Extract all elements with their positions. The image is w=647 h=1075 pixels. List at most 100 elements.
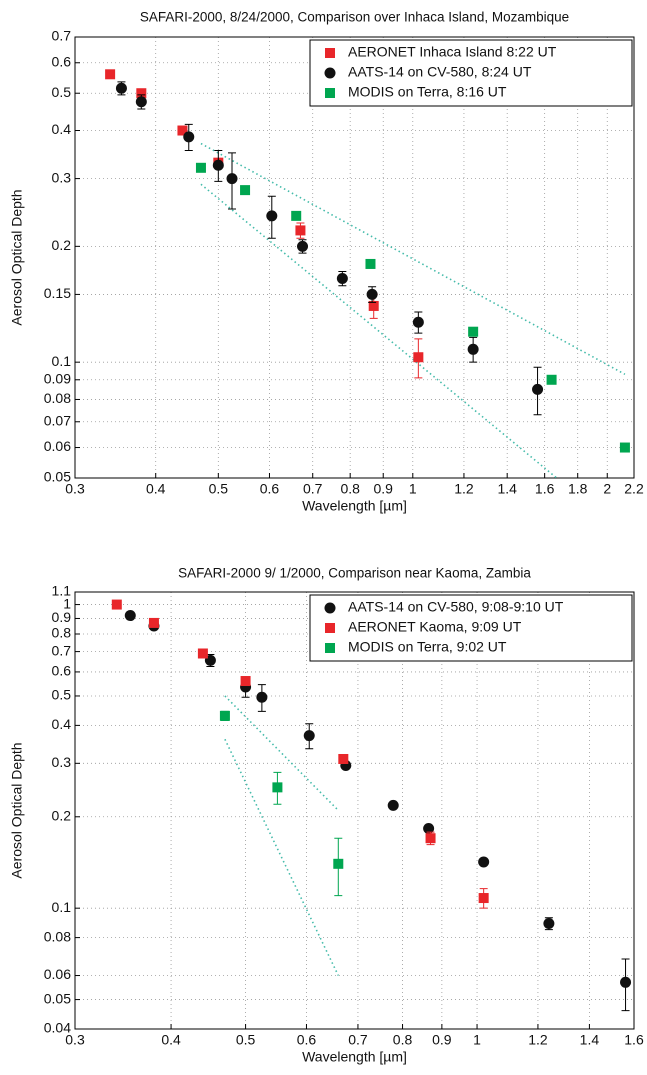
legend-marker <box>325 623 335 633</box>
marker <box>111 599 122 610</box>
y-axis-label: Aerosol Optical Depth <box>9 189 25 325</box>
x-tick-label: 1 <box>409 481 417 497</box>
x-tick-label: 1.4 <box>497 481 517 497</box>
x-axis-label: Wavelength [µm] <box>302 498 407 514</box>
y-tick-label: 1 <box>63 595 71 611</box>
y-tick-label: 0.2 <box>52 237 72 253</box>
marker <box>425 833 436 844</box>
plot-frame <box>74 591 635 1030</box>
marker <box>467 343 479 355</box>
marker <box>620 976 632 988</box>
marker <box>135 96 147 108</box>
legend-label: AATS-14 on CV-580, 8:24 UT <box>348 64 532 80</box>
marker <box>226 173 238 185</box>
marker <box>546 374 557 385</box>
x-tick-label: 0.7 <box>348 1032 368 1048</box>
marker <box>295 225 306 236</box>
legend-box <box>309 594 633 662</box>
y-tick-label: 0.07 <box>44 412 71 428</box>
y-tick-label: 0.1 <box>52 353 72 369</box>
envelope-line <box>200 142 626 376</box>
x-tick-label: 1.6 <box>535 481 555 497</box>
plot-frame <box>74 36 635 479</box>
x-tick-label: 2 <box>603 481 611 497</box>
marker <box>478 893 489 904</box>
envelope-line <box>224 738 340 976</box>
marker <box>240 185 251 196</box>
marker <box>543 918 555 930</box>
y-tick-label: 1.1 <box>52 583 72 599</box>
x-tick-label: 0.6 <box>297 1032 317 1048</box>
marker <box>413 352 424 363</box>
marker <box>478 856 490 868</box>
x-tick-label: 0.9 <box>432 1032 452 1048</box>
marker <box>423 822 435 834</box>
y-tick-label: 0.5 <box>52 687 72 703</box>
y-tick-label: 0.4 <box>52 121 72 137</box>
chart-title: SAFARI-2000 9/ 1/2000, Comparison near K… <box>178 566 531 581</box>
marker <box>365 258 376 269</box>
y-tick-label: 0.04 <box>44 1020 71 1036</box>
x-tick-label: 1.6 <box>624 1032 644 1048</box>
y-tick-label: 0.05 <box>44 990 71 1006</box>
marker <box>468 326 479 337</box>
marker <box>412 316 424 328</box>
legend-label: AERONET Inhaca Island 8:22 UT <box>348 44 557 60</box>
y-tick-label: 0.15 <box>44 285 71 301</box>
legend-marker <box>324 67 336 79</box>
legend-marker <box>324 602 336 614</box>
envelope-line <box>224 695 339 811</box>
marker <box>338 753 349 764</box>
legend-box <box>309 39 633 107</box>
marker <box>297 240 309 252</box>
y-axis-label: Aerosol Optical Depth <box>9 742 25 878</box>
legend-marker <box>325 48 335 58</box>
x-tick-label: 0.4 <box>146 481 166 497</box>
y-tick-label: 0.6 <box>52 53 72 69</box>
marker <box>333 858 344 869</box>
envelope-line <box>200 183 558 479</box>
x-tick-label: 0.5 <box>209 481 229 497</box>
y-tick-label: 0.06 <box>44 438 71 454</box>
legend-label: MODIS on Terra, 8:16 UT <box>348 84 507 100</box>
y-tick-label: 0.05 <box>44 469 71 485</box>
x-tick-label: 1.2 <box>454 481 474 497</box>
marker <box>136 88 147 99</box>
legend-marker <box>325 643 335 653</box>
y-tick-label: 0.4 <box>52 716 72 732</box>
x-tick-label: 0.8 <box>340 481 360 497</box>
y-tick-label: 0.7 <box>52 642 72 658</box>
x-tick-label: 0.3 <box>65 1032 85 1048</box>
legend-label: MODIS on Terra, 9:02 UT <box>348 639 507 655</box>
x-axis-label: Wavelength [µm] <box>302 1049 407 1065</box>
marker <box>368 300 379 311</box>
y-tick-label: 0.3 <box>52 169 72 185</box>
marker <box>266 210 278 222</box>
marker <box>219 710 230 721</box>
y-tick-label: 0.1 <box>52 899 72 915</box>
y-tick-label: 0.09 <box>44 370 71 386</box>
x-tick-label: 0.6 <box>260 481 280 497</box>
marker <box>532 383 544 395</box>
marker <box>124 610 136 622</box>
y-tick-label: 0.2 <box>52 807 72 823</box>
y-tick-label: 0.06 <box>44 966 71 982</box>
y-tick-label: 0.7 <box>52 28 72 44</box>
marker <box>105 69 116 80</box>
x-tick-label: 0.8 <box>393 1032 413 1048</box>
x-tick-label: 0.9 <box>373 481 393 497</box>
marker <box>387 799 399 811</box>
legend-marker <box>325 88 335 98</box>
marker <box>336 272 348 284</box>
x-tick-label: 0.5 <box>236 1032 256 1048</box>
y-tick-label: 0.08 <box>44 928 71 944</box>
y-tick-label: 0.9 <box>52 609 72 625</box>
marker <box>291 210 302 221</box>
y-tick-label: 0.3 <box>52 754 72 770</box>
y-tick-label: 0.6 <box>52 663 72 679</box>
marker <box>115 82 127 94</box>
x-tick-label: 1.8 <box>568 481 588 497</box>
x-tick-label: 1.4 <box>580 1032 600 1048</box>
marker <box>303 730 315 742</box>
